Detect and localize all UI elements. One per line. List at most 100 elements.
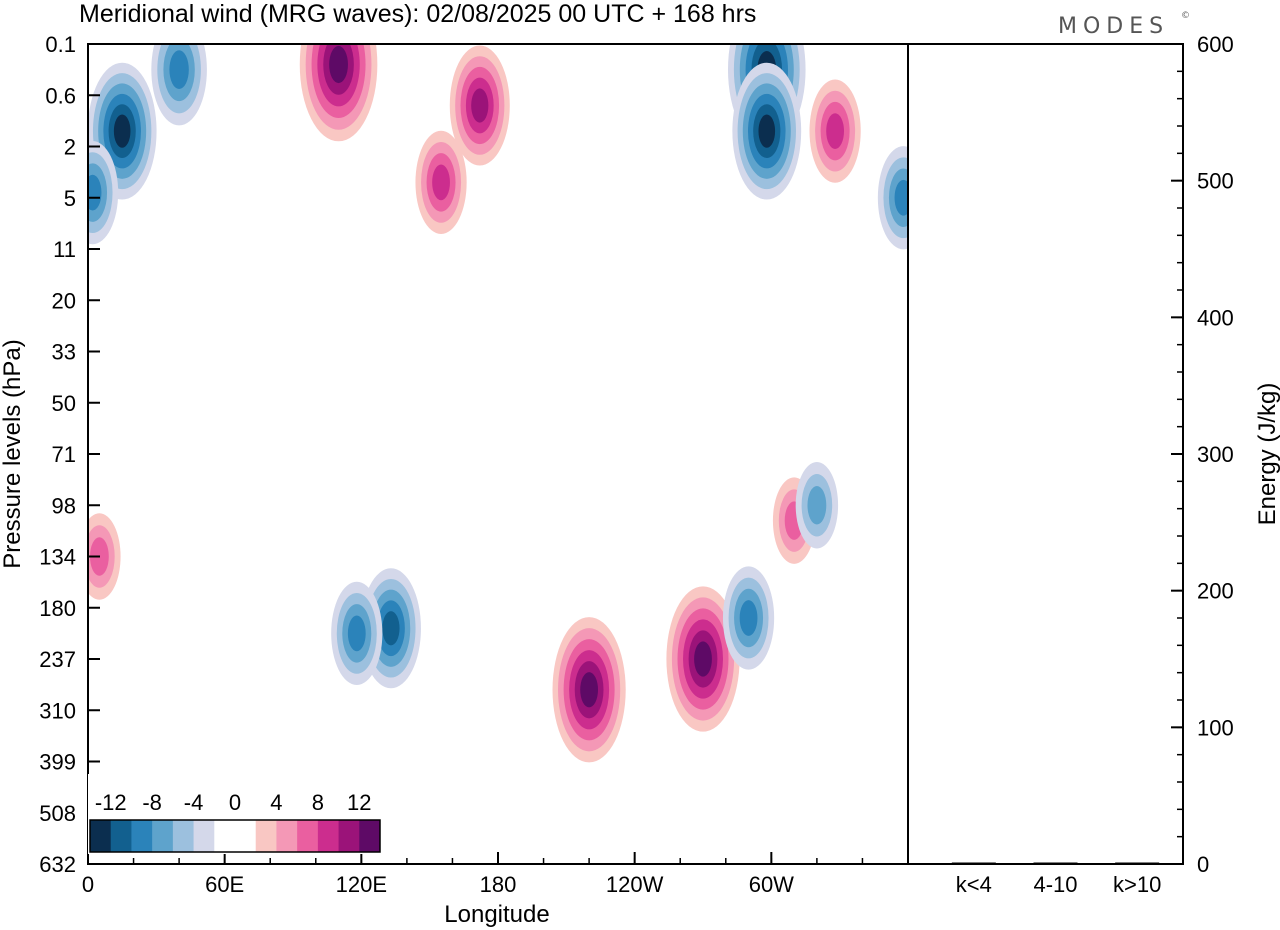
colorbar-frame xyxy=(89,819,381,853)
y-axis-label: Pressure levels (hPa) xyxy=(0,339,26,568)
x-axis-label: Longitude xyxy=(444,901,549,928)
heat-feature xyxy=(449,45,510,166)
y-tick-label: 632 xyxy=(39,852,76,877)
heat-feature xyxy=(331,581,383,685)
colorbar: -12 -8 -4 0 4 8 12 xyxy=(88,774,382,854)
heatmap-axes: 0 60E 120E 180 120W 60W 0.1 0.6 2 5 11 20 33 50 71 98 13… xyxy=(39,32,909,897)
heat-contour xyxy=(694,641,712,677)
energy-bar xyxy=(1115,862,1160,864)
energy-tick-label: 100 xyxy=(1197,715,1234,740)
x-tick-label: 60W xyxy=(749,872,794,897)
energy-tick-label: 400 xyxy=(1197,305,1234,330)
heat-feature xyxy=(415,130,467,234)
heat-contour xyxy=(113,114,131,148)
heat-contour xyxy=(471,88,489,123)
y-tick-label: 50 xyxy=(52,391,76,416)
x-tick-label: 120E xyxy=(336,872,387,897)
y-tick-label: 237 xyxy=(39,647,76,672)
heat-contour xyxy=(739,600,758,636)
energy-tick-label: 200 xyxy=(1197,579,1234,604)
y-tick-label: 98 xyxy=(52,493,76,518)
energy-bars xyxy=(951,862,1160,864)
heat-contour xyxy=(329,45,348,84)
colorbar-tick-label: 12 xyxy=(347,790,371,815)
energy-panel-frame xyxy=(907,43,1184,865)
colorbar-swatch xyxy=(255,820,277,852)
energy-axes: k<4 4-10 k>10 0 100 200 300 400 500 600 xyxy=(956,32,1234,897)
colorbar-swatch xyxy=(317,820,340,852)
y-tick-label: 399 xyxy=(39,750,76,775)
heat-contour xyxy=(432,164,450,201)
energy-tick-label: 600 xyxy=(1197,32,1234,57)
heat-feature xyxy=(88,141,119,245)
colorbar-tick-label: -4 xyxy=(184,790,204,815)
colorbar-swatch xyxy=(172,820,195,852)
colorbar-swatch xyxy=(338,820,360,852)
colorbar-tick-label: -12 xyxy=(95,790,127,815)
energy-axis-label: Energy (J/kg) xyxy=(1254,383,1280,526)
colorbar-swatch xyxy=(297,820,319,852)
heat-feature xyxy=(299,44,378,142)
heat-contour xyxy=(580,672,599,708)
colorbar-swatch xyxy=(359,820,381,852)
y-tick-label: 0.1 xyxy=(45,32,76,57)
colorbar-swatch xyxy=(235,820,257,852)
y-tick-label: 508 xyxy=(39,801,76,826)
x-tick-label: 120W xyxy=(606,872,664,897)
heat-feature xyxy=(809,79,861,183)
heat-feature xyxy=(795,462,839,549)
heat-contour xyxy=(758,114,776,148)
heat-contour xyxy=(347,615,366,652)
x-tick-label: 0 xyxy=(82,872,94,897)
energy-tick-label: 500 xyxy=(1197,169,1234,194)
heatmap-plot xyxy=(88,44,908,763)
colorbar-tick-label: 4 xyxy=(270,790,282,815)
colorbar-swatch xyxy=(131,820,153,852)
colorbar-swatch xyxy=(276,820,298,852)
colorbar-swatch xyxy=(152,820,174,852)
heat-feature xyxy=(722,566,775,670)
energy-bar xyxy=(951,862,996,864)
colorbar-swatch xyxy=(110,820,132,852)
y-tick-label: 134 xyxy=(39,545,76,570)
heat-feature xyxy=(666,586,740,732)
chart-title: Meridional wind (MRG waves): 02/08/2025 … xyxy=(79,0,756,28)
heat-contour xyxy=(382,611,400,646)
y-tick-label: 310 xyxy=(39,698,76,723)
x-tick-label: 180 xyxy=(480,872,517,897)
energy-tick-label: 0 xyxy=(1197,852,1209,877)
brand-name: MODES xyxy=(1058,14,1169,39)
heat-contour xyxy=(807,486,827,525)
y-tick-label: 5 xyxy=(64,186,76,211)
colorbar-swatch xyxy=(214,820,236,852)
heat-feature xyxy=(552,617,626,763)
y-tick-label: 71 xyxy=(52,442,76,467)
energy-category-label: k>10 xyxy=(1113,872,1161,897)
energy-category-label: 4-10 xyxy=(1033,872,1077,897)
colorbar-tick-label: 0 xyxy=(229,790,241,815)
brand-mark: © xyxy=(1181,11,1190,21)
colorbar-swatch xyxy=(90,820,112,852)
colorbar-swatch xyxy=(193,820,215,852)
heat-contour xyxy=(88,174,102,211)
heat-contour xyxy=(826,113,845,150)
energy-category-label: k<4 xyxy=(956,872,992,897)
colorbar-tick-label: -8 xyxy=(142,790,162,815)
y-tick-label: 11 xyxy=(53,237,76,262)
y-tick-label: 33 xyxy=(52,340,76,365)
y-tick-label: 2 xyxy=(64,135,76,160)
heat-contour xyxy=(894,179,908,216)
heat-feature xyxy=(877,146,908,250)
energy-tick-label: 300 xyxy=(1197,442,1234,467)
heat-feature xyxy=(151,44,207,126)
heat-feature xyxy=(732,62,802,200)
y-tick-label: 0.6 xyxy=(45,83,76,108)
energy-bar xyxy=(1033,862,1078,864)
x-tick-label: 60E xyxy=(205,872,244,897)
y-tick-label: 180 xyxy=(39,596,76,621)
brand-logo: MODES © xyxy=(1058,11,1190,39)
colorbar-tick-label: 8 xyxy=(312,790,324,815)
heat-contour xyxy=(169,50,189,90)
y-tick-label: 20 xyxy=(52,288,76,313)
